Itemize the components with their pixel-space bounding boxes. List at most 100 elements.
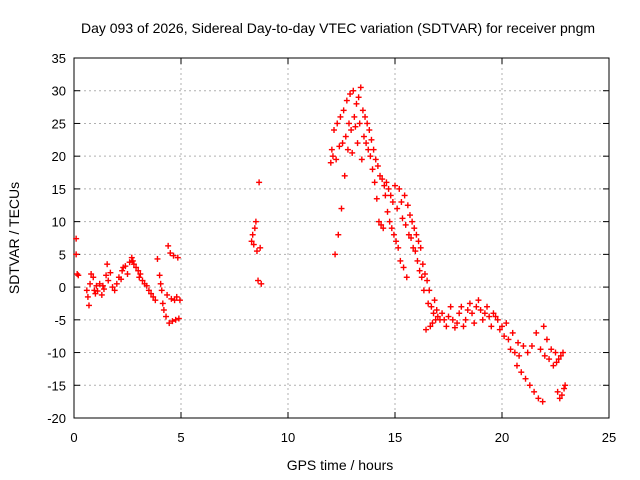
data-point — [562, 382, 569, 389]
data-point — [339, 140, 346, 147]
data-point — [399, 215, 406, 222]
data-point — [248, 238, 255, 245]
data-point — [481, 310, 488, 317]
data-point — [409, 218, 416, 225]
data-point — [159, 300, 166, 307]
data-point — [393, 238, 400, 245]
data-point — [396, 185, 403, 192]
data-point — [397, 257, 404, 264]
data-point — [433, 307, 440, 313]
y-axis-label: SDTVAR / TECUs — [6, 182, 22, 294]
data-point — [553, 359, 560, 366]
x-tick-label: 15 — [388, 430, 402, 445]
data-point — [427, 323, 434, 330]
data-point — [93, 282, 100, 289]
data-point — [126, 259, 133, 266]
data-point — [443, 323, 450, 330]
data-point — [385, 185, 392, 192]
data-point — [103, 272, 110, 279]
data-point — [74, 271, 81, 277]
data-point — [458, 303, 465, 310]
data-point — [454, 320, 461, 327]
y-tick-label: 0 — [59, 280, 66, 295]
data-point — [556, 395, 563, 402]
data-point — [388, 225, 395, 232]
y-tick-label: -10 — [47, 346, 66, 361]
data-point — [158, 287, 165, 294]
data-point — [417, 244, 424, 251]
data-point — [255, 277, 262, 284]
data-point — [135, 267, 142, 274]
data-point — [406, 212, 413, 219]
data-point — [515, 339, 522, 346]
y-tick-label: 25 — [52, 116, 66, 131]
data-point — [257, 244, 264, 251]
data-point — [163, 313, 170, 320]
data-point — [258, 280, 265, 287]
data-point — [494, 316, 501, 323]
data-point — [398, 199, 405, 205]
data-point — [119, 267, 126, 274]
data-point — [531, 388, 538, 395]
data-point — [431, 297, 438, 304]
data-point — [370, 146, 377, 153]
data-point — [373, 195, 380, 202]
data-point — [484, 303, 491, 310]
axis-ticks: 0 5 10 15 20 25 -20 -15 -10 -5 0 5 10 15 20 25 30 35 — [47, 51, 616, 445]
data-point — [392, 182, 398, 189]
data-point — [415, 238, 422, 245]
y-tick-label: 35 — [52, 51, 66, 66]
data-point — [488, 323, 495, 330]
data-point — [401, 192, 408, 199]
data-point — [557, 352, 564, 359]
data-point — [381, 182, 388, 189]
data-point — [129, 257, 136, 264]
x-tick-label: 10 — [281, 430, 295, 445]
data-point — [425, 300, 432, 307]
y-tick-label: 10 — [52, 215, 66, 230]
data-point — [174, 254, 181, 261]
x-tick-label: 0 — [70, 430, 77, 445]
data-point — [449, 316, 456, 323]
data-point — [336, 143, 343, 150]
data-point — [342, 133, 349, 140]
data-point — [99, 282, 106, 289]
data-point — [122, 263, 129, 270]
data-point — [413, 231, 420, 238]
data-point — [355, 94, 362, 101]
data-point — [331, 127, 338, 133]
data-point — [380, 225, 387, 232]
data-point — [107, 269, 114, 276]
data-point — [416, 267, 423, 274]
data-point — [412, 248, 419, 255]
data-point — [88, 271, 95, 277]
data-point — [100, 286, 107, 293]
data-point — [418, 274, 425, 281]
data-point — [124, 271, 131, 277]
x-axis-label: GPS time / hours — [287, 457, 394, 473]
data-point — [90, 274, 97, 281]
data-point — [492, 313, 499, 320]
data-point — [113, 280, 120, 287]
data-point — [505, 336, 512, 343]
data-point — [136, 274, 143, 281]
data-point — [516, 352, 523, 359]
data-point — [167, 250, 174, 257]
data-point — [390, 231, 397, 238]
data-point — [473, 303, 480, 310]
data-point — [328, 146, 335, 153]
data-point — [367, 153, 374, 160]
data-point — [165, 242, 172, 249]
data-point — [464, 307, 471, 313]
plot-frame — [73, 57, 610, 419]
data-point — [341, 172, 348, 179]
y-tick-label: 20 — [52, 149, 66, 164]
data-point — [535, 395, 542, 402]
data-point — [85, 302, 92, 309]
data-point — [419, 261, 426, 268]
data-point — [345, 120, 352, 127]
data-point — [349, 149, 356, 156]
data-point — [441, 316, 448, 323]
data-point — [411, 225, 418, 232]
data-point — [344, 146, 351, 153]
